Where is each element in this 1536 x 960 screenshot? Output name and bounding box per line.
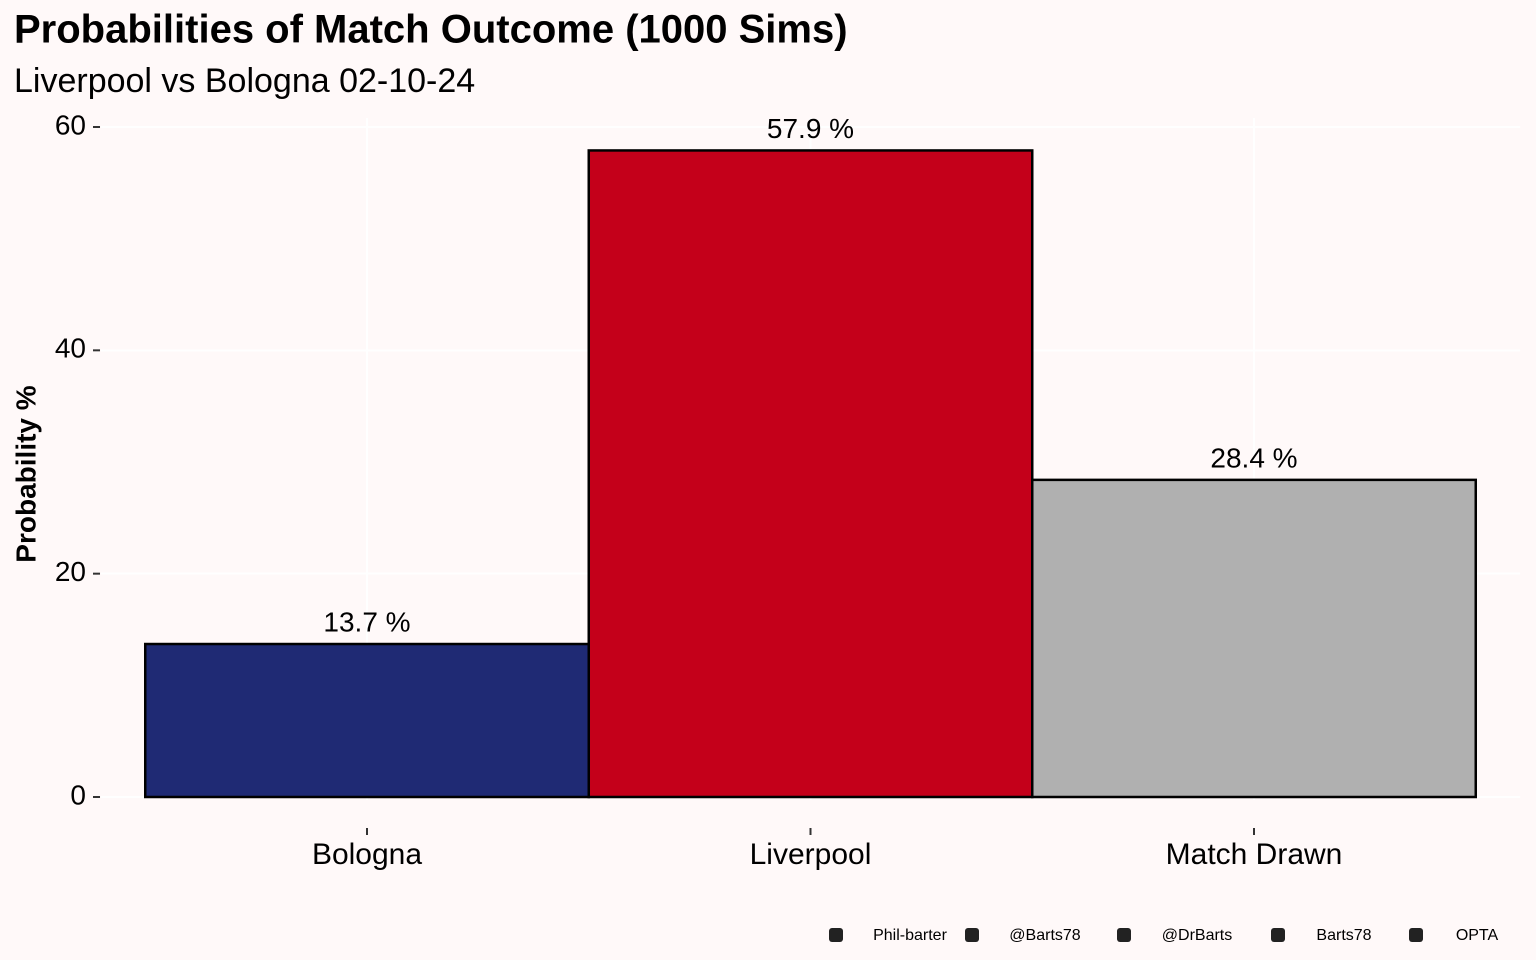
footer-icon (829, 928, 843, 942)
footer-icon (1117, 928, 1131, 942)
value-label: 13.7 % (323, 606, 410, 637)
x-tick-label: Match Drawn (1166, 838, 1343, 871)
footer-icon (1271, 928, 1285, 942)
chart-subtitle: Liverpool vs Bologna 02-10-24 (14, 62, 475, 100)
y-tick-label: 20 (55, 556, 86, 587)
y-tick-label: 40 (55, 333, 86, 364)
y-axis-label: Probability % (10, 385, 41, 562)
x-tick-label: Bologna (312, 838, 422, 871)
footer-text: Phil-barter (873, 927, 947, 944)
footer-icon (965, 928, 979, 942)
footer-text: Barts78 (1316, 927, 1371, 944)
bar (587, 149, 1034, 799)
footer-icon (1409, 928, 1423, 942)
x-tick-label: Liverpool (750, 838, 872, 871)
footer-text: OPTA (1456, 927, 1499, 944)
y-tick-label: 0 (70, 779, 86, 810)
footer-text: @DrBarts (1162, 927, 1232, 944)
value-label: 57.9 % (767, 113, 854, 144)
value-label: 28.4 % (1210, 442, 1297, 473)
footer-text: @Barts78 (1009, 927, 1080, 944)
bar (1031, 478, 1477, 799)
y-tick-label: 60 (55, 109, 86, 140)
bar (144, 642, 590, 799)
chart-title: Probabilities of Match Outcome (1000 Sim… (14, 8, 848, 52)
